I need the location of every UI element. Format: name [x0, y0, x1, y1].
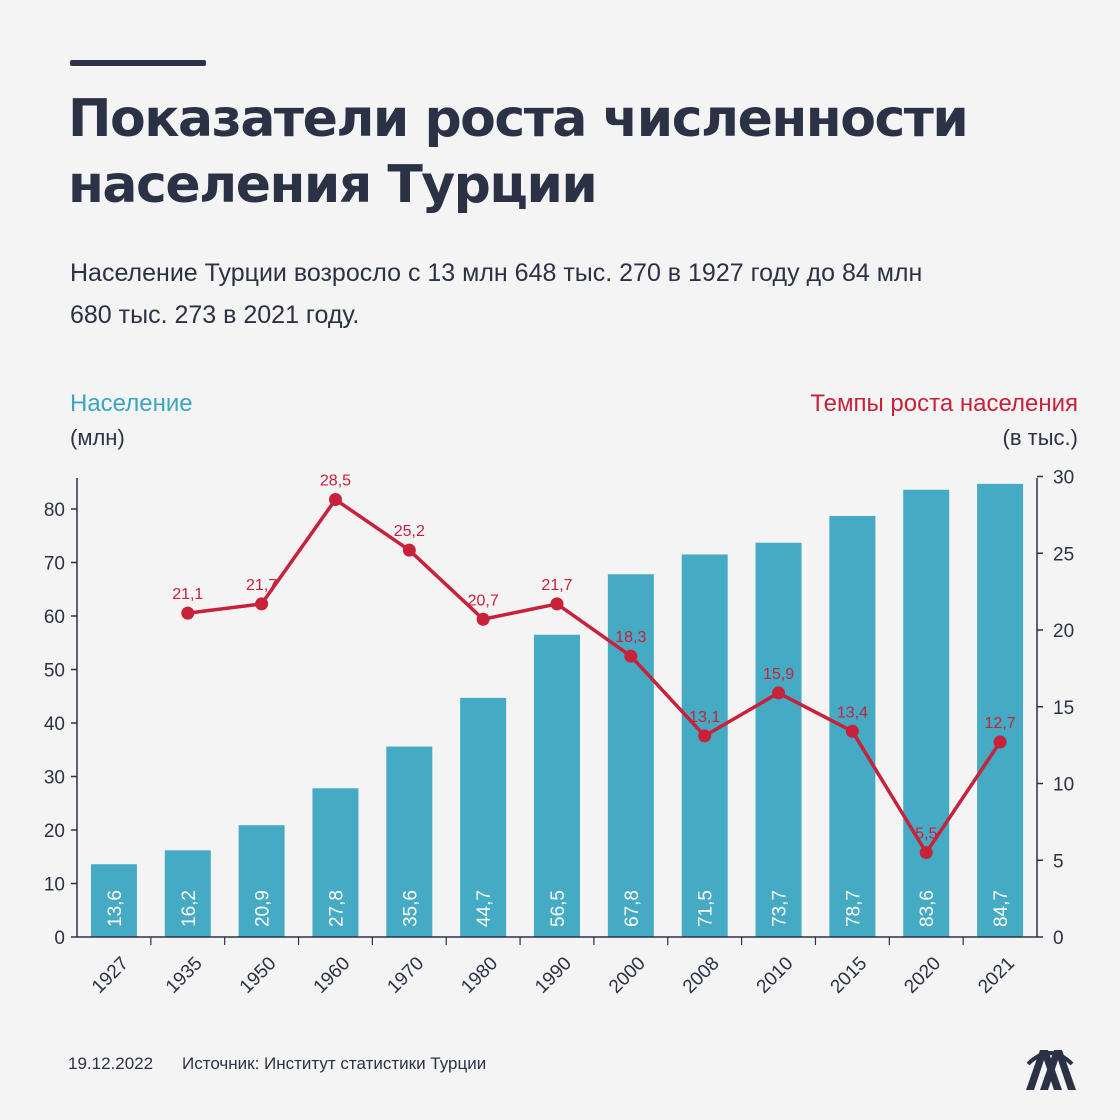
right-axis-title: Темпы роста населения: [810, 390, 1078, 417]
left-axis-unit: (млн): [70, 425, 125, 450]
x-tick-label: 2010: [753, 953, 798, 998]
bar-1950: [238, 825, 285, 937]
aa-logo-icon: [1026, 1050, 1076, 1090]
bar-value-label: 56,5: [548, 890, 569, 927]
left-tick-label: 10: [44, 875, 65, 896]
left-tick-label: 70: [44, 554, 65, 575]
growth-point-1950: [255, 597, 269, 611]
subtitle-line-1: Население Турции возросло с 13 млн 648 т…: [70, 259, 923, 287]
x-tick-label: 1950: [236, 953, 281, 998]
x-tick-label: 1927: [88, 953, 133, 998]
bar-value-label: 13,6: [105, 890, 126, 927]
bar-value-label: 35,6: [400, 890, 421, 927]
x-tick-label: 2000: [605, 953, 650, 998]
left-tick-label: 40: [44, 714, 65, 735]
bar-2000: [607, 574, 654, 937]
bar-1927: [90, 864, 137, 937]
growth-value-label: 13,4: [837, 704, 868, 721]
title-accent-rule: [70, 60, 206, 66]
growth-value-label: 25,2: [394, 523, 425, 540]
growth-value-label: 21,7: [246, 577, 277, 594]
x-tick-label: 1935: [162, 953, 207, 998]
right-tick-label: 10: [1053, 775, 1074, 796]
growth-value-label: 5,5: [915, 826, 937, 843]
right-tick-label: 30: [1053, 468, 1074, 489]
right-tick-label: 15: [1053, 698, 1074, 719]
right-tick-label: 0: [1053, 928, 1064, 949]
x-tick-label: 2008: [679, 953, 724, 998]
x-tick-label: 2021: [974, 953, 1019, 998]
left-tick-label: 30: [44, 768, 65, 789]
subtitle-line-2: 680 тыс. 273 в 2021 году.: [70, 301, 360, 329]
growth-value-label: 28,5: [320, 473, 351, 490]
growth-point-2008: [698, 729, 712, 743]
bar-value-label: 84,7: [991, 890, 1012, 927]
subtitle: Население Турции возросло с 13 млн 648 т…: [70, 252, 1070, 336]
bar-value-label: 67,8: [622, 890, 643, 927]
growth-point-2000: [624, 649, 638, 663]
right-tick-label: 25: [1053, 544, 1074, 565]
left-tick-label: 60: [44, 607, 65, 628]
growth-value-label: 20,7: [468, 592, 499, 609]
bar-value-label: 27,8: [326, 890, 347, 927]
growth-value-label: 15,9: [763, 666, 794, 683]
growth-value-label: 13,1: [689, 709, 720, 726]
growth-point-2015: [845, 724, 859, 738]
publication-date: 19.12.2022: [68, 1054, 154, 1073]
bar-value-label: 78,7: [843, 890, 864, 927]
bar-2020: [903, 489, 950, 937]
bar-1935: [164, 850, 211, 937]
growth-value-label: 18,3: [615, 629, 646, 646]
bar-1970: [386, 746, 433, 937]
x-tick-label: 1970: [384, 953, 429, 998]
growth-point-1935: [181, 606, 195, 620]
left-tick-label: 80: [44, 500, 65, 521]
right-tick-label: 5: [1053, 851, 1064, 872]
bar-value-label: 83,6: [917, 890, 938, 927]
growth-point-2021: [993, 735, 1007, 749]
page-title: Показатели роста численности населения Т…: [68, 86, 1068, 218]
growth-point-1960: [328, 493, 342, 507]
growth-value-label: 21,1: [172, 586, 203, 603]
x-tick-label: 2020: [900, 953, 945, 998]
bar-2010: [755, 542, 802, 937]
bar-value-label: 71,5: [696, 890, 717, 927]
growth-value-label: 21,7: [541, 577, 572, 594]
bar-1990: [534, 634, 580, 937]
x-tick-label: 2015: [827, 953, 872, 998]
left-axis-title: Население: [70, 390, 193, 417]
growth-point-1990: [550, 597, 564, 611]
x-tick-label: 1960: [310, 953, 355, 998]
source-note: Источник: Институт статистики Турции: [182, 1054, 487, 1073]
left-tick-label: 0: [54, 928, 65, 949]
left-tick-label: 50: [44, 661, 65, 682]
left-tick-label: 20: [44, 821, 65, 842]
bar-2021: [977, 483, 1024, 937]
bar-2008: [681, 554, 728, 937]
bar-value-label: 44,7: [474, 890, 495, 927]
growth-point-2010: [772, 686, 786, 700]
growth-value-label: 12,7: [985, 715, 1016, 732]
growth-point-1980: [476, 612, 490, 626]
title-line-2: населения Турции: [68, 155, 598, 215]
bar-value-label: 16,2: [179, 890, 200, 927]
growth-point-2020: [919, 846, 933, 860]
x-tick-label: 1990: [531, 953, 576, 998]
right-tick-label: 20: [1053, 621, 1074, 642]
bar-value-label: 73,7: [770, 890, 791, 927]
growth-rate-line: [187, 497, 1002, 855]
bar-1980: [460, 697, 507, 937]
bar-value-label: 20,9: [253, 890, 274, 927]
x-tick-label: 1980: [457, 953, 502, 998]
right-axis-unit: (в тыс.): [1002, 425, 1078, 450]
title-line-1: Показатели роста численности: [68, 89, 969, 149]
bar-1960: [312, 788, 359, 937]
growth-point-1970: [402, 543, 416, 557]
